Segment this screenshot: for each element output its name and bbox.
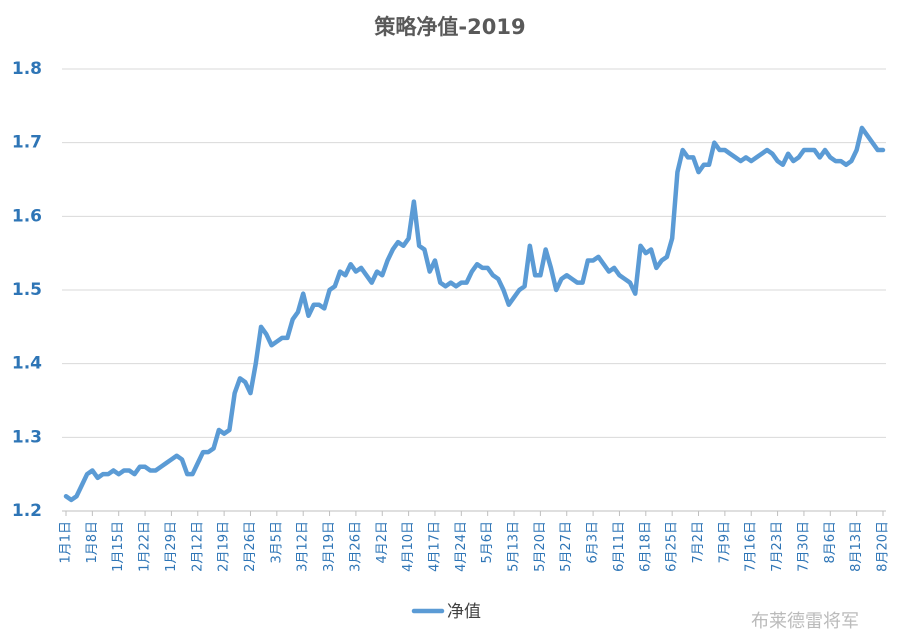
y-tick-label: 1.5 (12, 280, 42, 300)
x-tick-label: 7月23日 (770, 521, 785, 572)
watermark: 布莱德雷将军 (751, 611, 859, 632)
x-tick-label: 5月27日 (559, 521, 574, 572)
x-tick-label: 8月6日 (823, 521, 838, 564)
x-tick-label: 7月2日 (691, 521, 706, 564)
y-tick-label: 1.8 (12, 59, 42, 79)
x-tick-label: 1月8日 (85, 521, 100, 564)
x-tick-label: 2月19日 (217, 521, 232, 572)
x-tick-label: 1月15日 (111, 521, 126, 572)
x-tick-label: 6月25日 (665, 521, 680, 572)
x-tick-label: 6月18日 (638, 521, 653, 572)
x-tick-label: 5月13日 (507, 521, 522, 572)
x-tick-label: 3月19日 (322, 521, 337, 572)
y-tick-label: 1.2 (12, 501, 42, 521)
x-tick-label: 4月24日 (454, 521, 469, 572)
x-tick-label: 2月26日 (243, 521, 258, 572)
x-tick-label: 1月22日 (138, 521, 153, 572)
x-tick-label: 6月3日 (586, 521, 601, 564)
x-tick-label: 3月12日 (296, 521, 311, 572)
x-tick-label: 8月20日 (876, 521, 891, 572)
y-tick-label: 1.6 (12, 206, 42, 226)
x-tick-label: 7月9日 (717, 521, 732, 564)
x-tick-label: 2月12日 (190, 521, 205, 572)
x-tick-label: 4月2日 (375, 521, 390, 564)
y-tick-label: 1.3 (12, 427, 42, 447)
y-tick-label: 1.7 (12, 133, 42, 153)
x-tick-label: 4月10日 (401, 521, 416, 572)
x-tick-label: 8月13日 (849, 521, 864, 572)
chart-title: 策略净值-2019 (374, 15, 525, 39)
x-tick-label: 3月5日 (269, 521, 284, 564)
x-tick-label: 3月26日 (348, 521, 363, 572)
x-tick-label: 4月17日 (427, 521, 442, 572)
x-tick-label: 7月16日 (744, 521, 759, 572)
x-tick-label: 1月1日 (59, 521, 74, 564)
x-tick-label: 1月29日 (164, 521, 179, 572)
y-tick-label: 1.4 (12, 354, 42, 374)
legend-label: 净值 (447, 602, 481, 622)
x-tick-label: 6月11日 (612, 521, 627, 572)
x-tick-label: 5月6日 (480, 521, 495, 564)
data-line (63, 125, 886, 503)
x-tick-label: 7月30日 (796, 521, 811, 572)
x-tick-label: 5月20日 (533, 521, 548, 572)
